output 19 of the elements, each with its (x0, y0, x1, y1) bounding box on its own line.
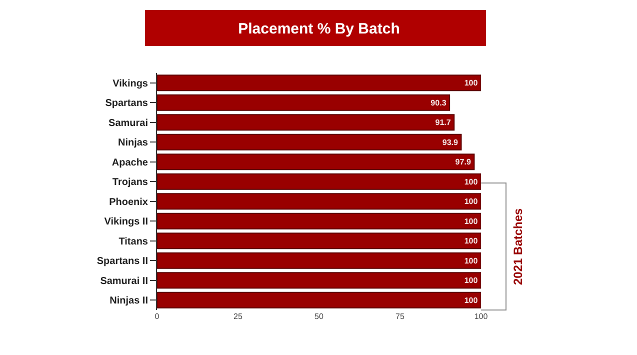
y-tick-label: Spartans (105, 98, 148, 110)
y-tick-label: Phoenix (109, 196, 148, 208)
y-tick-label: Titans (118, 236, 148, 248)
y-tick-label: Vikings (112, 78, 148, 90)
y-tick-label: Vikings II (104, 216, 148, 228)
text: 2021 Batches (511, 208, 525, 285)
y-tick-label: Spartans II (96, 256, 148, 268)
x-tick-label: 75 (396, 312, 405, 321)
y-tick-label: Trojans (112, 177, 148, 188)
chart-title: Placement % By Batch (238, 20, 400, 38)
y-tick-label: Samurai II (100, 276, 148, 287)
x-tick-label: 100 (474, 312, 488, 321)
y-tick-label: Samurai (108, 118, 148, 129)
x-tick-label: 50 (314, 312, 324, 321)
y-tick-label: Apache (112, 157, 148, 168)
x-tick-label: 0 (154, 312, 160, 321)
x-tick-label: 25 (234, 312, 243, 321)
y-tick-label: Ninjas II (110, 296, 148, 307)
y-tick-label: Ninjas (118, 138, 148, 149)
